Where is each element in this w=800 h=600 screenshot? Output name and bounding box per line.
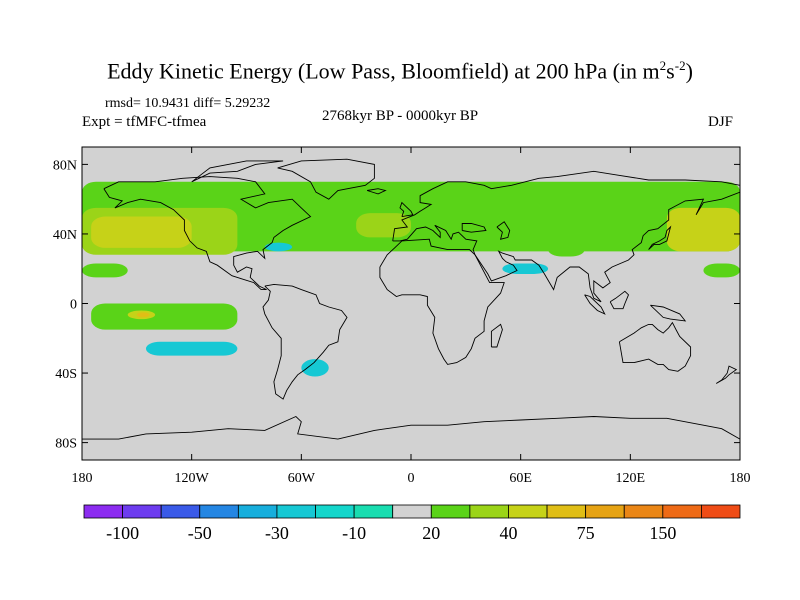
greenland-coast xyxy=(277,158,375,200)
colorbar-swatch xyxy=(585,504,625,519)
stats-label: rmsd= 10.9431 diff= 5.29232 xyxy=(105,96,271,111)
lon-tick-label: 120E xyxy=(616,471,646,486)
australia-coast xyxy=(618,321,692,372)
colorbar-swatch xyxy=(546,504,587,519)
colorbar-label: 20 xyxy=(422,523,440,543)
season-label: DJF xyxy=(708,114,734,130)
colorbar: -100 -50 -30 -10 20 40 75 150 xyxy=(83,504,741,543)
colorbar-label: -30 xyxy=(265,523,289,543)
colorbar-swatch xyxy=(392,504,432,519)
lon-tick-label: 60E xyxy=(509,471,532,486)
british-isles-coast xyxy=(399,201,414,218)
lat-tick-label: 40N xyxy=(53,228,77,243)
colorbar-label: -100 xyxy=(106,523,139,543)
lat-tick-label: 80S xyxy=(55,437,77,452)
new-zealand-coast xyxy=(715,365,738,384)
experiment-label: Expt = tfMFC-tfmea xyxy=(82,114,207,130)
black-sea-coast xyxy=(461,223,487,233)
lat-tick-label: 40S xyxy=(55,367,77,382)
colorbar-label: -50 xyxy=(188,523,212,543)
lat-tick-label: 80N xyxy=(53,158,77,173)
anomaly-region-3 xyxy=(356,213,411,238)
madagascar-coast xyxy=(490,323,503,348)
japan-coast xyxy=(648,225,672,250)
colorbar-label: 75 xyxy=(577,523,595,543)
arctic-islands-coast xyxy=(191,160,284,183)
africa-coast xyxy=(379,238,505,365)
anomaly-region-12 xyxy=(548,242,585,257)
lat-tick-label: 0 xyxy=(70,298,77,313)
anomaly-region-5 xyxy=(91,303,238,330)
colorbar-label: -10 xyxy=(342,523,366,543)
lon-tick-label: 60W xyxy=(288,471,316,486)
colorbar-swatch xyxy=(122,504,162,519)
anomaly-region-14 xyxy=(82,263,128,278)
lon-tick-label: 180 xyxy=(730,471,751,486)
colorbar-swatch xyxy=(160,504,201,519)
lon-tick-label: 0 xyxy=(408,471,415,486)
colorbar-label: 150 xyxy=(649,523,676,543)
anomaly-layer xyxy=(82,181,740,377)
anomaly-region-4 xyxy=(666,207,740,252)
anomaly-region-8 xyxy=(145,341,238,356)
colorbar-swatch xyxy=(315,504,355,519)
lon-tick-label: 180 xyxy=(72,471,93,486)
anomaly-region-13 xyxy=(703,263,740,278)
colorbar-swatch xyxy=(508,504,548,519)
lon-tick-label: 120W xyxy=(175,471,210,486)
colorbar-swatch xyxy=(430,504,471,519)
caspian-coast xyxy=(496,221,511,240)
anomaly-region-9 xyxy=(301,359,329,377)
colorbar-swatch xyxy=(237,504,278,519)
new-guinea-coast xyxy=(650,304,687,322)
colorbar-swatch xyxy=(276,504,316,519)
north-america-coast xyxy=(103,176,312,291)
coastline-layer xyxy=(82,158,740,440)
anomaly-region-7 xyxy=(136,312,150,318)
colorbar-swatch xyxy=(83,504,123,519)
colorbar-swatch xyxy=(199,504,239,519)
colorbar-swatch xyxy=(623,504,664,519)
sumatra-coast xyxy=(584,294,606,315)
colorbar-label: 40 xyxy=(499,523,517,543)
axis-ticks: 80N 40N 0 40S 80S 180 120W 60W 0 60E 120E 180 xyxy=(53,147,751,486)
colorbar-swatch xyxy=(662,504,702,519)
colorbar-swatch xyxy=(701,504,741,519)
iceland-coast xyxy=(366,188,387,195)
eurasia-coast xyxy=(392,170,740,303)
colorbar-swatch xyxy=(353,504,394,519)
borneo-coast xyxy=(609,290,630,310)
period-label: 2768kyr BP - 0000kyr BP xyxy=(322,108,479,124)
south-america-coast xyxy=(262,283,348,400)
antarctica-coast xyxy=(82,415,740,440)
colorbar-swatch xyxy=(469,504,509,519)
chart-title: Eddy Kinetic Energy (Low Pass, Bloomfiel… xyxy=(107,58,693,84)
anomaly-region-2 xyxy=(91,216,192,248)
anomaly-region-10 xyxy=(264,242,293,252)
